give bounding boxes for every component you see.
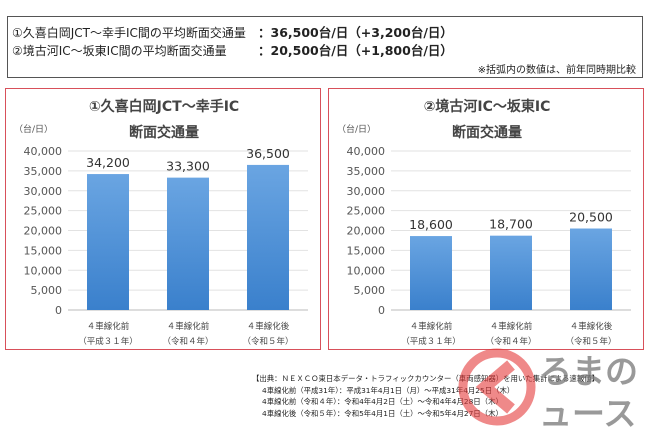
summary-box: ①久喜白岡JCT～幸手IC間の平均断面交通量 ：36,500台/日（+3,200台…: [7, 16, 643, 78]
source-line: 【出典：ＮＥＸＣＯ東日本データ・トラフィックカウンター（車両感知器）を用いた集計…: [252, 374, 599, 383]
bar: [490, 235, 532, 310]
summary-value: ：36,500台/日（+3,200台/日）: [258, 25, 453, 40]
summary-label: ②境古河IC～坂東IC間の平均断面交通量: [12, 44, 227, 58]
data-label: 33,300: [166, 159, 210, 174]
chart-title: ①久喜白岡JCT～幸手IC: [89, 98, 239, 115]
y-tick-label: 30,000: [347, 185, 386, 198]
x-tick-label: （令和４年）: [162, 336, 213, 347]
bar-chart-2: ②境古河IC～坂東IC 断面交通量 （台/日） 0 5,000 10,000 15,000 2…: [337, 98, 631, 347]
source-line: 4車線化前（平成31年）：平成31年4月1日（月）～平成31年4月25日（木）: [262, 385, 515, 395]
source-line: 4車線化前（令和４年）：令和4年4月2日（土）～令和4年4月28日（木）: [262, 397, 503, 406]
y-tick-label: 15,000: [24, 244, 63, 257]
summary-label: ①久喜白岡JCT～幸手IC間の平均断面交通量: [12, 26, 246, 40]
y-tick-label: 0: [55, 304, 62, 317]
y-tick-label: 35,000: [24, 165, 63, 178]
summary-line-1: ①久喜白岡JCT～幸手IC間の平均断面交通量 ：36,500台/日（+3,200台…: [12, 22, 453, 41]
x-tick-label: （平成３１年）: [78, 336, 138, 347]
data-label: 20,500: [569, 210, 613, 225]
bar: [167, 177, 209, 310]
y-tick-label: 15,000: [347, 244, 386, 257]
summary-value: ：20,500台/日（+1,800台/日）: [258, 43, 453, 58]
x-tick-label: ４車線化前: [490, 321, 533, 332]
y-axis-unit: （台/日）: [14, 123, 53, 135]
x-tick-label: （平成３１年）: [401, 336, 461, 347]
y-tick-label: 25,000: [24, 205, 63, 218]
chart-title: ②境古河IC～坂東IC: [424, 98, 551, 115]
svg-text:ュース: ュース: [539, 394, 636, 433]
y-tick-label: 5,000: [31, 284, 63, 297]
x-tick-label: （令和５年）: [565, 336, 616, 347]
data-label: 36,500: [246, 146, 290, 161]
watermark-logo: るまの ュース: [458, 348, 638, 433]
bar: [410, 236, 452, 310]
x-tick-label: ４車線化前: [87, 321, 130, 332]
y-tick-label: 40,000: [24, 145, 63, 158]
x-tick-label: （令和５年）: [242, 336, 293, 347]
chart-subtitle: 断面交通量: [129, 124, 199, 141]
source-notes: 【出典：ＮＥＸＣＯ東日本データ・トラフィックカウンター（車両感知器）を用いた集計…: [252, 373, 646, 419]
y-tick-label: 20,000: [24, 225, 63, 238]
data-label: 18,600: [409, 217, 453, 232]
x-tick-label: ４車線化前: [167, 321, 210, 332]
bar: [570, 228, 612, 310]
chart-subtitle: 断面交通量: [452, 124, 522, 141]
chart-panel-1: ①久喜白岡JCT～幸手IC 断面交通量 （台/日） 0 5,000 10,000 15,00…: [5, 88, 321, 350]
y-axis-unit: （台/日）: [337, 123, 376, 135]
source-line: 4車線化後（令和５年）：令和5年4月1日（土）～令和5年4月27日（木）: [262, 408, 503, 418]
y-tick-label: 30,000: [24, 185, 63, 198]
data-label: 18,700: [489, 217, 533, 232]
x-tick-label: ４車線化後: [247, 321, 290, 332]
data-label: 34,200: [86, 155, 130, 170]
y-tick-label: 0: [378, 304, 385, 317]
bar: [87, 174, 129, 310]
x-tick-label: （令和４年）: [485, 336, 536, 347]
y-tick-label: 35,000: [347, 165, 386, 178]
svg-text:るまの: るまの: [539, 352, 638, 391]
y-tick-label: 25,000: [347, 205, 386, 218]
bar-chart-1: ①久喜白岡JCT～幸手IC 断面交通量 （台/日） 0 5,000 10,000 15,00…: [14, 98, 308, 347]
x-tick-label: ４車線化後: [570, 321, 613, 332]
y-tick-label: 10,000: [347, 264, 386, 277]
y-tick-label: 10,000: [24, 264, 63, 277]
summary-line-2: ②境古河IC～坂東IC間の平均断面交通量 ：20,500台/日（+1,800台/日…: [12, 40, 453, 59]
bar: [247, 164, 289, 310]
y-tick-label: 5,000: [354, 284, 386, 297]
chart-panel-2: ②境古河IC～坂東IC 断面交通量 （台/日） 0 5,000 10,000 15,000 2…: [328, 88, 644, 350]
summary-note: ※括弧内の数値は、前年同時期比較: [477, 65, 636, 76]
x-tick-label: ４車線化前: [410, 321, 453, 332]
y-tick-label: 20,000: [347, 225, 386, 238]
y-tick-label: 40,000: [347, 145, 386, 158]
